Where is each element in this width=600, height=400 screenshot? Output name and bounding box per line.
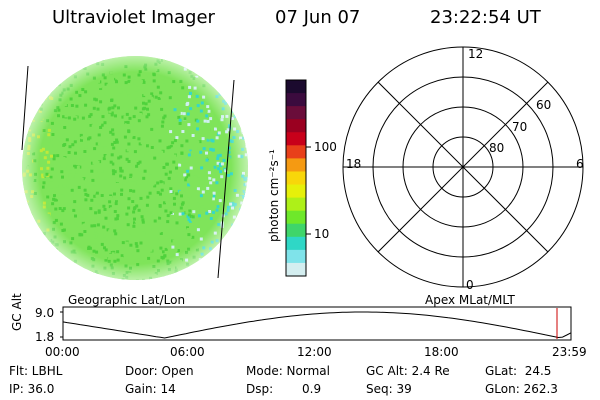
altitude-axis-label: GC Alt xyxy=(10,293,24,331)
info-door: Door: Open xyxy=(125,364,194,378)
polar-diagonal-2 xyxy=(377,81,549,253)
colorbar-band xyxy=(286,249,306,264)
date-label: 07 Jun 07 xyxy=(275,7,361,28)
x-tick-1800: 18:00 xyxy=(424,345,459,359)
colorbar-band xyxy=(286,93,306,107)
info-mode: Mode: Normal xyxy=(246,364,330,378)
colorbar-band xyxy=(286,145,306,159)
x-tick-2359: 23:59 xyxy=(552,345,587,359)
terminator-line-left xyxy=(21,65,29,151)
polar-label-0: 0 xyxy=(466,278,474,292)
altitude-y-bottom: 1.8 xyxy=(35,330,55,344)
altitude-y-top: 9.0 xyxy=(35,306,55,320)
info-glon: GLon: 262.3 xyxy=(485,382,558,396)
colorbar-band xyxy=(286,262,306,277)
polar-label-6: 6 xyxy=(576,157,584,171)
x-tick-1200: 12:00 xyxy=(297,345,332,359)
colorbar-label-100: 100 xyxy=(314,140,337,154)
colorbar-band xyxy=(286,158,306,173)
x-tick-0000: 00:00 xyxy=(45,345,80,359)
colorbar-band xyxy=(286,171,306,186)
geographic-label: Geographic Lat/Lon xyxy=(68,293,186,307)
colorbar-band xyxy=(286,80,306,94)
colorbar-band xyxy=(286,119,306,133)
info-seq: Seq: 39 xyxy=(366,382,412,396)
polar-lat-80: 80 xyxy=(489,141,505,155)
info-gc-alt: GC Alt: 2.4 Re xyxy=(366,364,450,378)
altitude-curve xyxy=(62,311,572,339)
polar-lat-60: 60 xyxy=(536,98,552,112)
colorbar-band xyxy=(286,184,306,199)
colorbar-band xyxy=(286,210,306,225)
info-dsp-value: 0.9 xyxy=(302,382,322,396)
colorbar-band xyxy=(286,132,306,146)
colorbar-band xyxy=(286,106,306,120)
instrument-title: Ultraviolet Imager xyxy=(52,7,215,28)
colorbar-label-10: 10 xyxy=(314,227,330,241)
apex-label: Apex MLat/MLT xyxy=(425,293,515,307)
altitude-plot-frame xyxy=(62,306,572,341)
info-gain: Gain: 14 xyxy=(125,382,176,396)
polar-lat-70: 70 xyxy=(512,120,528,134)
info-glat: GLat: 24.5 xyxy=(485,364,552,378)
info-ip: IP: 36.0 xyxy=(9,382,55,396)
terminator-line-right xyxy=(217,79,235,279)
colorbar-band xyxy=(286,236,306,251)
colorbar-band xyxy=(286,197,306,212)
info-filter: Flt: LBHL xyxy=(9,364,63,378)
polar-label-18: 18 xyxy=(346,157,362,171)
colorbar-band xyxy=(286,223,306,238)
info-dsp-label: Dsp: xyxy=(246,382,274,396)
polar-label-12: 12 xyxy=(468,47,484,61)
time-label: 23:22:54 UT xyxy=(430,7,541,28)
x-tick-0600: 06:00 xyxy=(170,345,205,359)
